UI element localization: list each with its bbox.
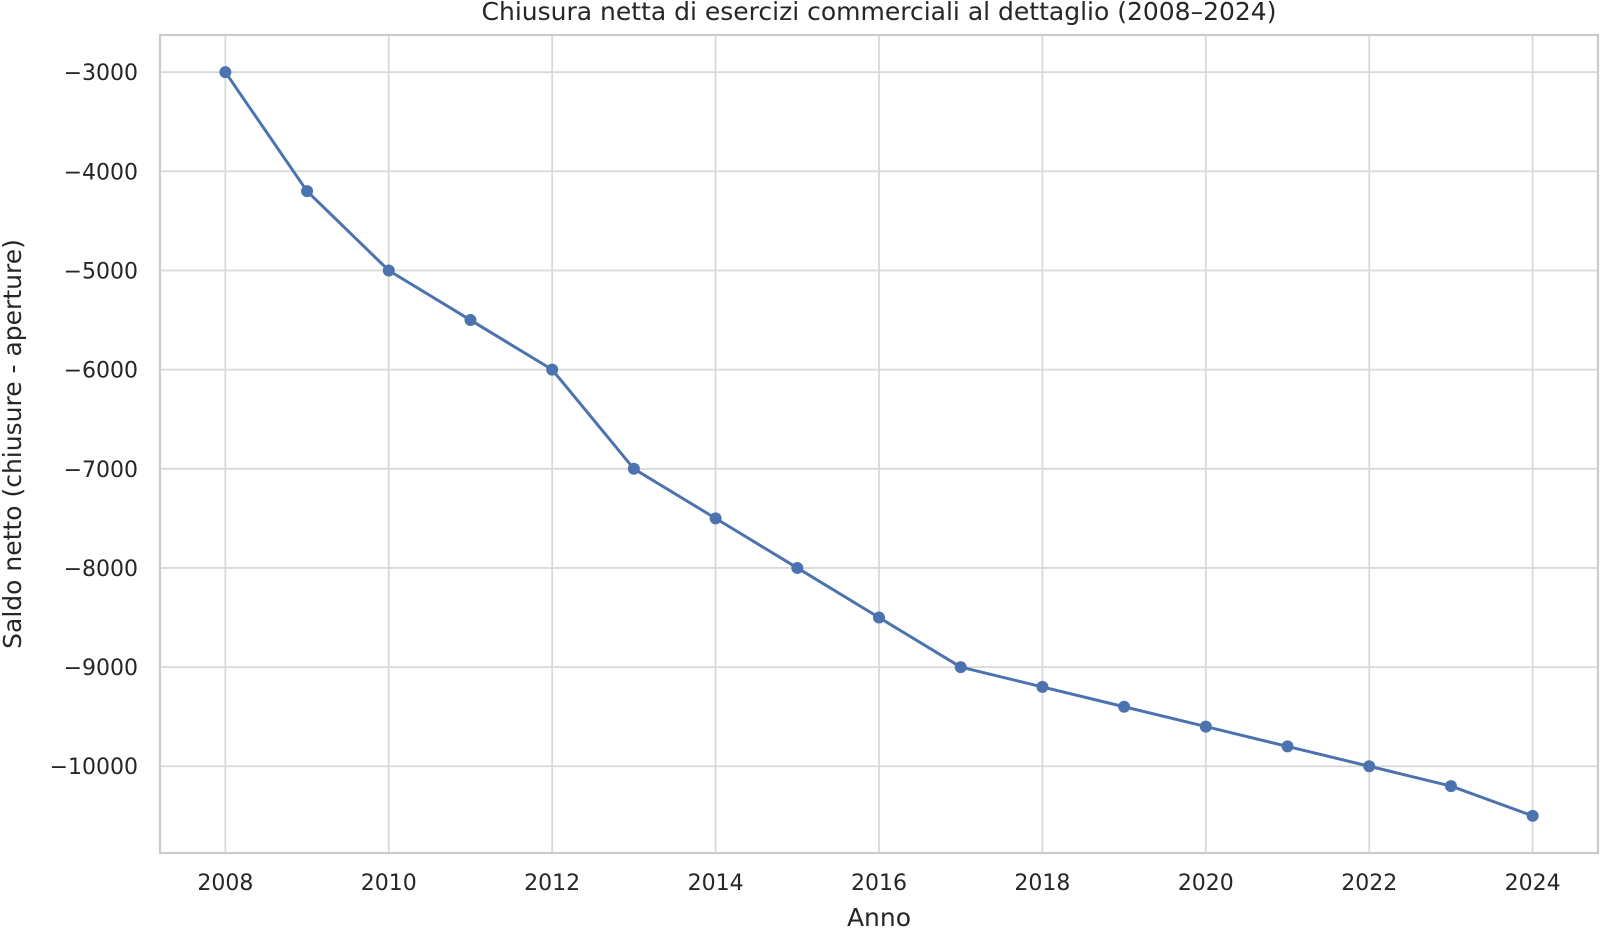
series-layer <box>219 66 1539 822</box>
y-tick-label: −6000 <box>64 359 138 384</box>
data-point <box>1199 720 1212 733</box>
grid <box>160 35 1598 853</box>
x-tick-label: 2008 <box>197 871 253 896</box>
data-point <box>301 185 314 198</box>
y-tick-label: −10000 <box>50 755 138 780</box>
y-tick-label: −9000 <box>64 656 138 681</box>
x-tick-label: 2010 <box>361 871 417 896</box>
x-tick-label: 2018 <box>1014 871 1070 896</box>
y-tick-label: −3000 <box>64 61 138 86</box>
data-point <box>791 561 804 574</box>
y-axis-label: Saldo netto (chiusure - aperture) <box>0 239 27 649</box>
y-tick-label: −4000 <box>64 160 138 185</box>
data-point <box>1363 760 1376 773</box>
x-tick-label: 2020 <box>1178 871 1234 896</box>
data-point <box>709 512 722 525</box>
data-point <box>1036 680 1049 693</box>
x-tick-label: 2016 <box>851 871 907 896</box>
data-point <box>464 314 477 327</box>
y-axis-ticks: −3000 −4000 −5000 −6000 −7000 −8000 −9000 −1000… <box>50 61 138 780</box>
data-point <box>1281 740 1294 753</box>
plot-frame <box>158 33 1600 855</box>
x-tick-label: 2022 <box>1341 871 1397 896</box>
data-point <box>1444 780 1457 793</box>
x-tick-label: 2012 <box>524 871 580 896</box>
x-tick-label: 2024 <box>1505 871 1561 896</box>
x-tick-label: 2014 <box>688 871 744 896</box>
data-point <box>1526 809 1539 822</box>
y-tick-label: −5000 <box>64 259 138 284</box>
data-point <box>627 462 640 475</box>
y-tick-label: −8000 <box>64 557 138 582</box>
data-point <box>546 363 559 376</box>
x-axis-ticks: 2008 2010 2012 2014 2016 2018 2020 2022 2024 <box>197 871 1560 896</box>
data-point <box>382 264 395 277</box>
x-axis-label: Anno <box>847 903 911 928</box>
data-point <box>219 66 232 79</box>
data-point <box>1118 700 1131 713</box>
chart-title: Chiusura netta di esercizi commerciali a… <box>482 0 1277 26</box>
data-point <box>873 611 885 624</box>
data-point <box>954 661 967 674</box>
y-tick-label: −7000 <box>64 458 138 483</box>
